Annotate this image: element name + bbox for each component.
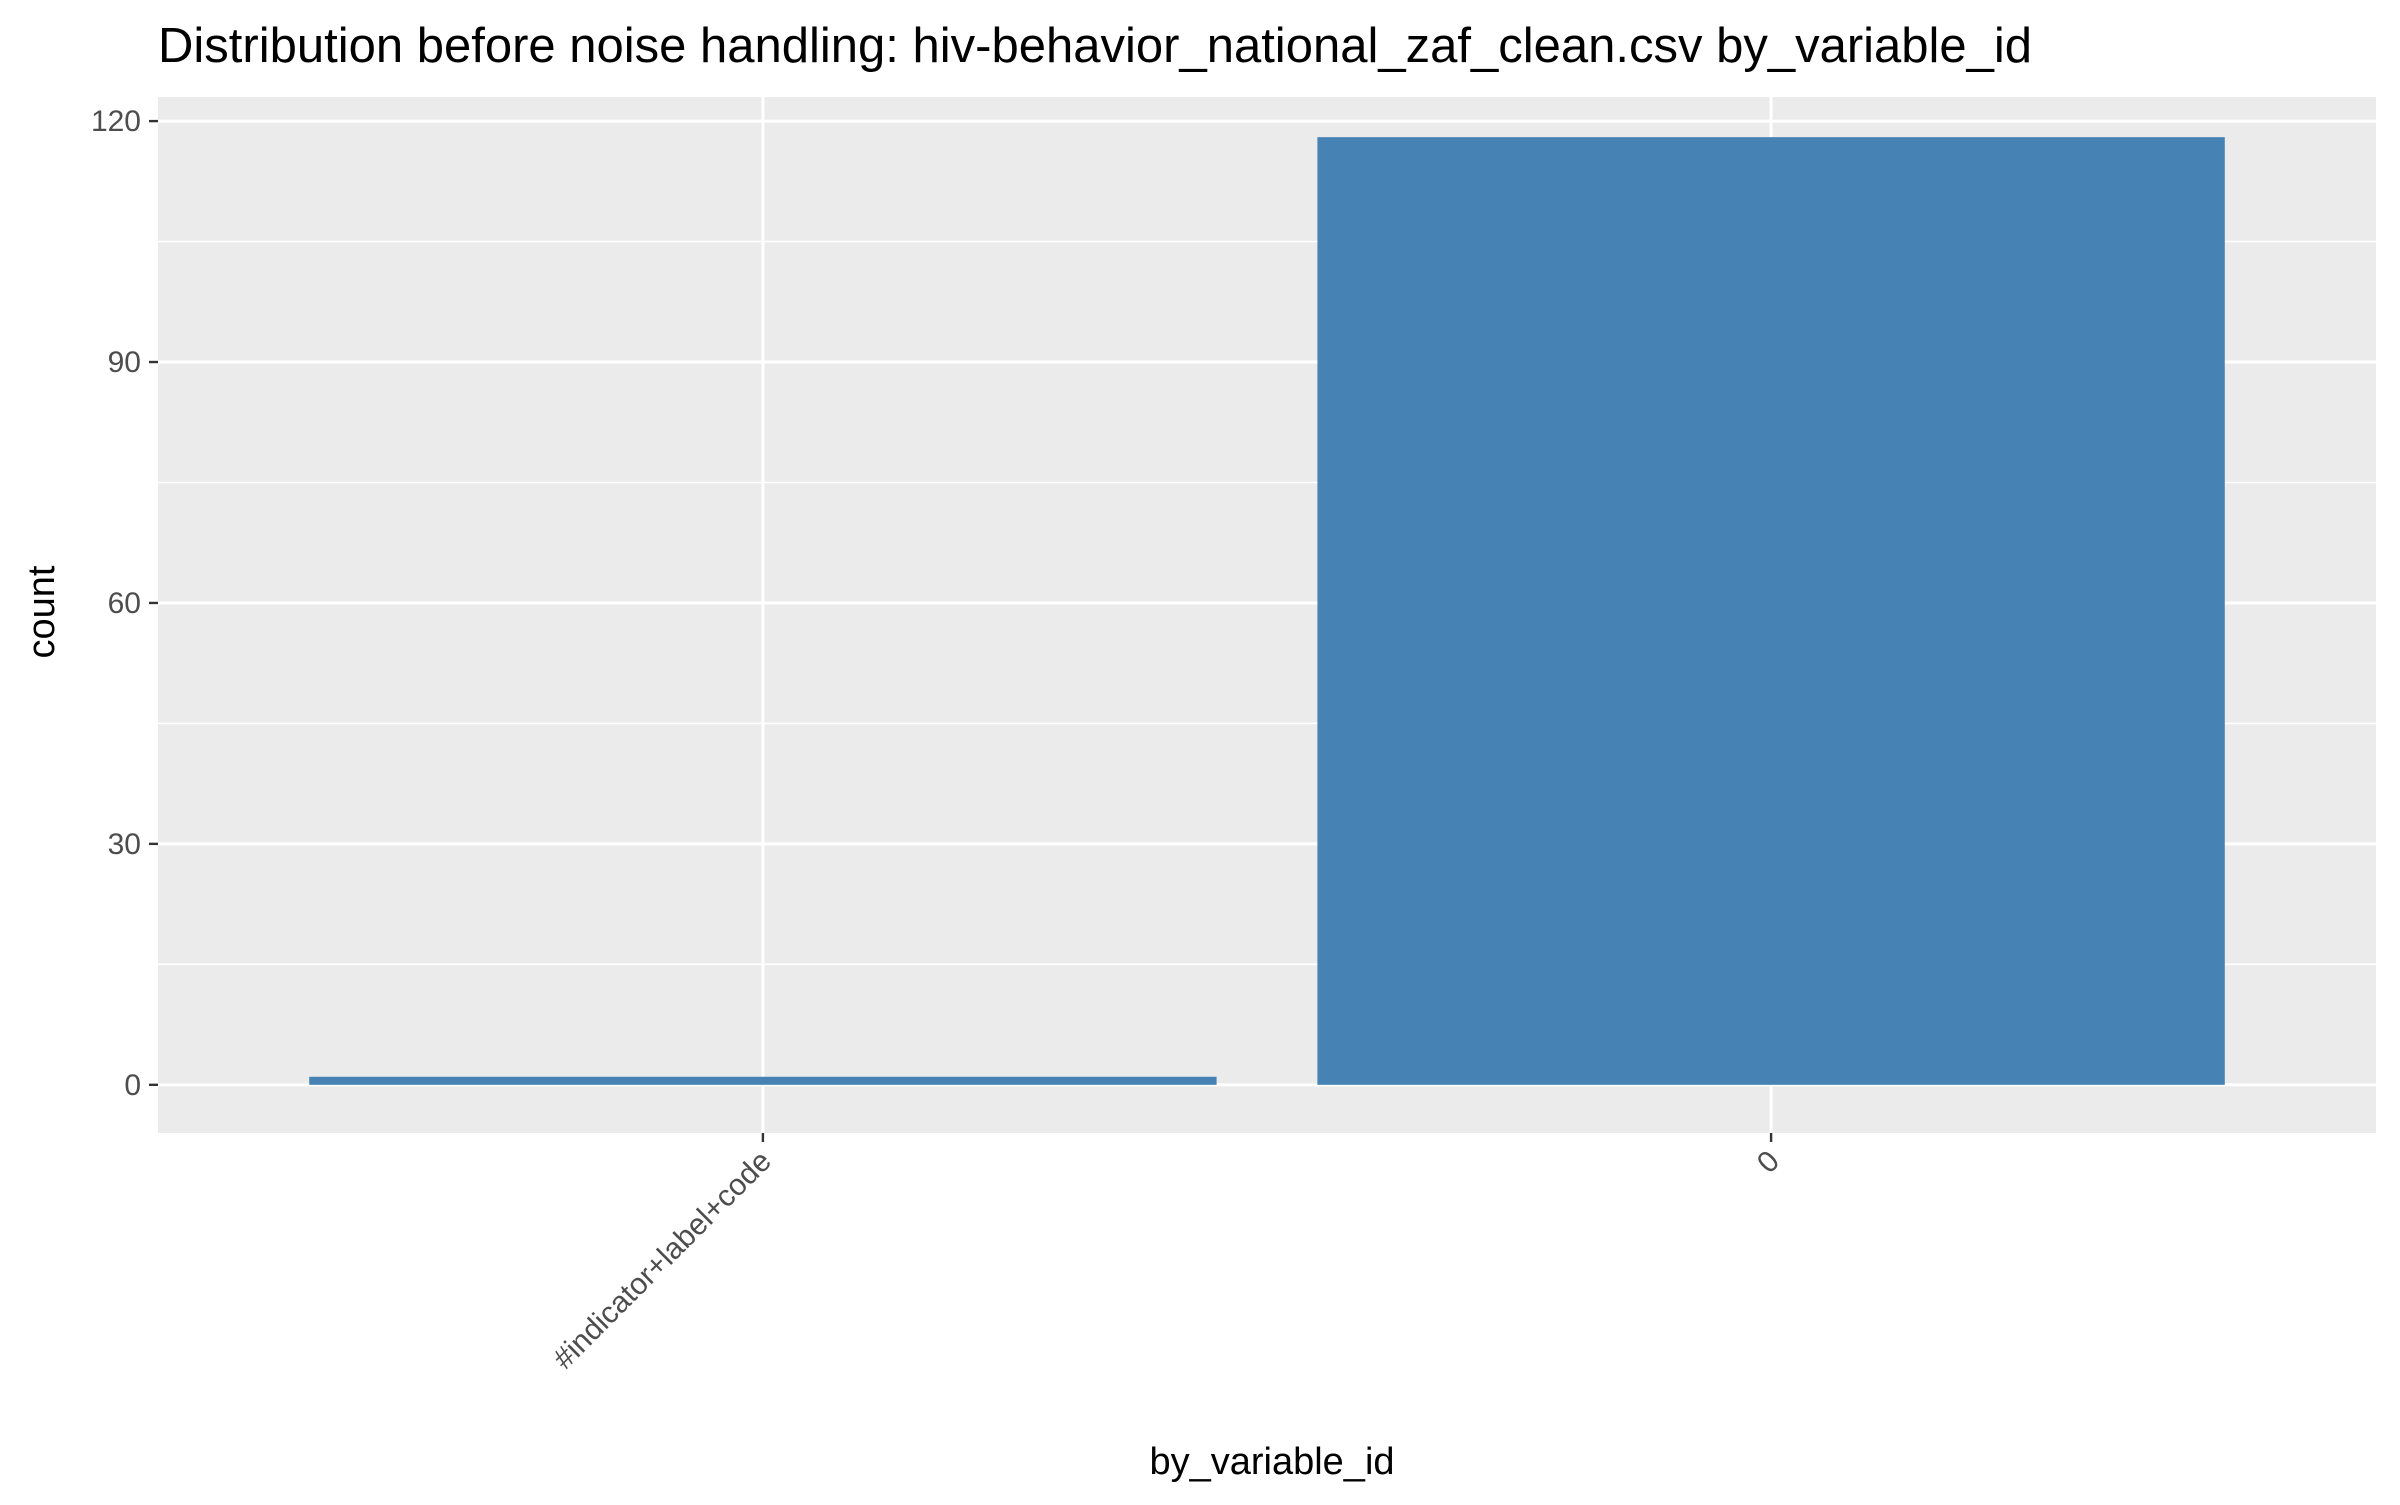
y-tick-label: 90 (108, 346, 141, 379)
bar (1317, 137, 2225, 1085)
bars (309, 137, 2225, 1085)
bar (309, 1076, 1217, 1085)
y-tick-label: 30 (108, 828, 141, 861)
x-axis-title: by_variable_id (1149, 1441, 1394, 1483)
y-tick-label: 0 (124, 1069, 141, 1102)
y-tick-label: 120 (91, 105, 141, 138)
chart-title: Distribution before noise handling: hiv-… (158, 19, 2032, 73)
y-tick-label: 60 (108, 587, 141, 620)
y-axis-title: count (21, 565, 63, 658)
y-axis: 0 30 60 90 120 (91, 105, 158, 1102)
